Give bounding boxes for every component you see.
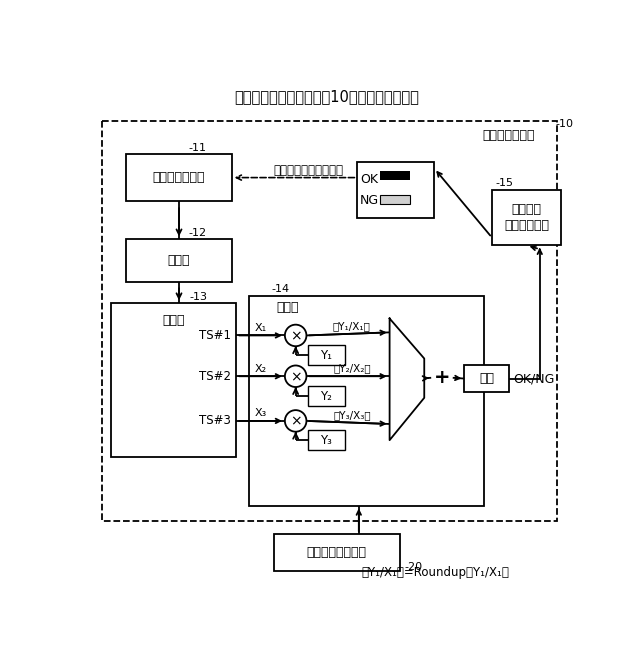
Bar bbox=[274, 534, 399, 571]
Text: -14: -14 bbox=[271, 284, 289, 294]
Text: 無線基地局装置: 無線基地局装置 bbox=[483, 129, 535, 142]
Text: ×: × bbox=[290, 370, 301, 384]
Text: NG: NG bbox=[360, 194, 379, 207]
Text: Y₂: Y₂ bbox=[321, 390, 332, 403]
Text: X₁: X₁ bbox=[255, 323, 267, 332]
Text: TS#2: TS#2 bbox=[199, 370, 231, 383]
Text: 復調部: 復調部 bbox=[163, 313, 185, 327]
Text: インジケータ: インジケータ bbox=[504, 219, 549, 232]
Text: （ＮＧの場合に調整）: （ＮＧの場合に調整） bbox=[274, 164, 344, 177]
Bar bbox=[308, 345, 345, 366]
Circle shape bbox=[285, 325, 307, 346]
Bar bbox=[111, 303, 236, 457]
Text: -10: -10 bbox=[555, 118, 573, 129]
Text: -13: -13 bbox=[189, 292, 207, 302]
Text: ×: × bbox=[290, 415, 301, 429]
Bar bbox=[102, 120, 557, 521]
Bar bbox=[492, 190, 561, 245]
Text: ×: × bbox=[290, 329, 301, 343]
Text: -15: -15 bbox=[496, 178, 514, 188]
Text: ［Y₃/X₃］: ［Y₃/X₃］ bbox=[333, 410, 371, 420]
Circle shape bbox=[285, 366, 307, 387]
Text: OK: OK bbox=[360, 173, 379, 186]
Bar bbox=[126, 239, 232, 281]
Bar bbox=[308, 386, 345, 406]
Bar bbox=[250, 296, 484, 505]
Text: +: + bbox=[434, 368, 450, 387]
Bar bbox=[126, 154, 232, 201]
Text: 指向性アンテナ: 指向性アンテナ bbox=[153, 171, 205, 184]
Text: ［Y₂/X₂］: ［Y₂/X₂］ bbox=[333, 364, 371, 374]
Text: ［Y₁/X₁］=Roundup（Y₁/X₁）: ［Y₁/X₁］=Roundup（Y₁/X₁） bbox=[362, 566, 509, 579]
Text: 方向調整: 方向調整 bbox=[511, 203, 541, 216]
Text: -20: -20 bbox=[404, 562, 422, 572]
Bar bbox=[357, 162, 435, 217]
Bar bbox=[380, 171, 410, 180]
Text: -11: -11 bbox=[188, 142, 206, 152]
Bar bbox=[380, 196, 410, 203]
Polygon shape bbox=[390, 319, 424, 440]
Text: 演算部: 演算部 bbox=[276, 301, 300, 315]
Text: ［Y₁/X₁］: ［Y₁/X₁］ bbox=[333, 321, 371, 331]
Text: 管理制御端末装置: 管理制御端末装置 bbox=[307, 546, 367, 559]
Text: Y₁: Y₁ bbox=[321, 349, 332, 362]
Text: -12: -12 bbox=[188, 228, 206, 238]
Bar bbox=[308, 430, 345, 450]
Text: 判定: 判定 bbox=[479, 372, 494, 385]
Text: OK/NG: OK/NG bbox=[513, 372, 555, 385]
Text: 無線部: 無線部 bbox=[168, 254, 190, 267]
Text: TS#1: TS#1 bbox=[199, 329, 231, 342]
Circle shape bbox=[285, 410, 307, 432]
Bar bbox=[464, 364, 509, 392]
Text: Y₃: Y₃ bbox=[321, 434, 332, 447]
Text: X₂: X₂ bbox=[255, 364, 267, 374]
Text: TS#3: TS#3 bbox=[199, 414, 231, 428]
Text: X₃: X₃ bbox=[255, 408, 267, 418]
Text: 本発明の無線基地局装置10の実施例１の構成: 本発明の無線基地局装置10の実施例１の構成 bbox=[234, 89, 419, 104]
